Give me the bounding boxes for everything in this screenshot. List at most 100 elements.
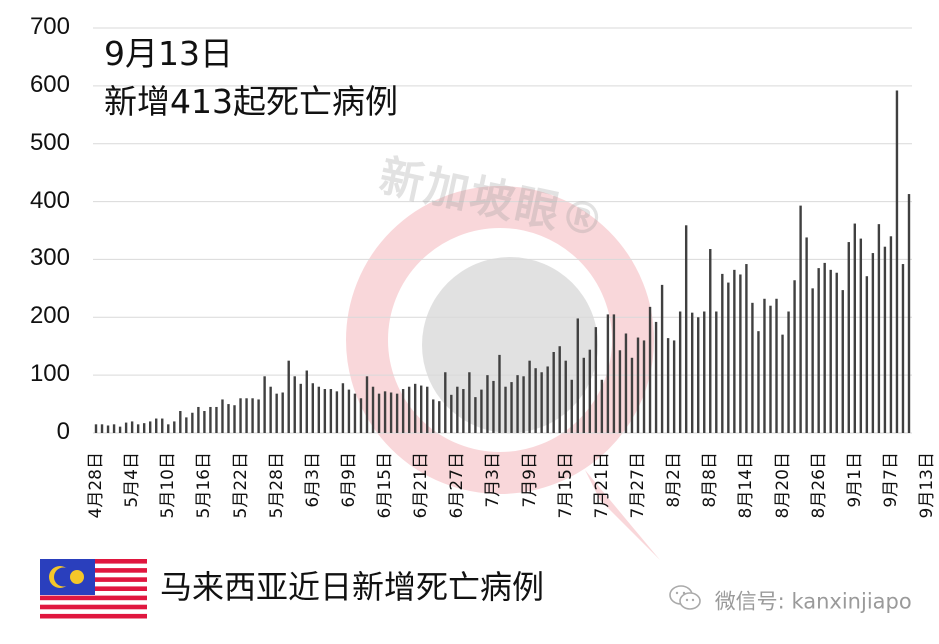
wechat-footer: 微信号: kanxinjiapo bbox=[668, 584, 912, 617]
bar bbox=[191, 412, 194, 433]
bar bbox=[245, 398, 248, 433]
bar bbox=[450, 394, 453, 433]
x-tick-label: 8月26日 bbox=[808, 452, 829, 519]
chart-title-summary: 新增413起死亡病例 bbox=[104, 82, 398, 121]
bar bbox=[853, 223, 856, 433]
bar bbox=[624, 333, 628, 433]
x-tick-label: 9月7日 bbox=[880, 452, 901, 508]
y-tick-label: 300 bbox=[29, 244, 70, 272]
bar bbox=[528, 360, 531, 433]
x-tick-label: 7月21日 bbox=[591, 452, 612, 519]
bar bbox=[486, 375, 489, 433]
bar bbox=[401, 389, 405, 433]
bar bbox=[142, 423, 146, 433]
bar bbox=[130, 421, 134, 433]
bar bbox=[684, 225, 688, 433]
bar bbox=[618, 350, 622, 433]
bar bbox=[155, 418, 158, 433]
bar bbox=[136, 424, 140, 433]
bar bbox=[510, 382, 513, 433]
bar bbox=[522, 376, 525, 433]
bar bbox=[468, 372, 471, 433]
bar-series bbox=[94, 90, 911, 433]
y-tick-label: 500 bbox=[29, 128, 70, 156]
x-tick-label: 5月16日 bbox=[194, 452, 215, 519]
bar bbox=[570, 379, 573, 433]
bar bbox=[709, 249, 712, 433]
bar bbox=[715, 311, 718, 433]
bar bbox=[811, 288, 814, 433]
x-tick-label: 5月4日 bbox=[122, 452, 143, 508]
bar bbox=[516, 375, 519, 433]
bar bbox=[787, 311, 790, 433]
bar bbox=[365, 376, 369, 433]
bar bbox=[847, 242, 850, 433]
bar bbox=[269, 386, 272, 433]
bar bbox=[817, 268, 820, 433]
bar bbox=[311, 383, 314, 433]
bar bbox=[606, 314, 610, 433]
bar bbox=[721, 273, 724, 433]
x-tick-label: 5月10日 bbox=[158, 452, 179, 519]
x-tick-label: 6月15日 bbox=[375, 452, 396, 519]
bar bbox=[233, 405, 236, 433]
bar bbox=[371, 386, 375, 433]
bar bbox=[281, 392, 284, 433]
bar bbox=[877, 224, 881, 433]
bar bbox=[751, 302, 754, 433]
bar bbox=[347, 389, 351, 433]
bar bbox=[588, 349, 592, 433]
bar bbox=[492, 380, 495, 433]
bar bbox=[100, 424, 104, 433]
bar bbox=[444, 372, 447, 433]
y-tick-label: 100 bbox=[29, 360, 70, 388]
bar bbox=[438, 401, 441, 433]
bar bbox=[94, 424, 98, 433]
bar bbox=[227, 404, 230, 433]
bar bbox=[413, 383, 417, 433]
bar bbox=[697, 317, 700, 433]
bar bbox=[781, 334, 784, 433]
bar bbox=[534, 368, 537, 433]
chart-title-date: 9月13日 bbox=[104, 34, 233, 73]
bar bbox=[582, 357, 585, 433]
bar bbox=[672, 340, 676, 433]
bar bbox=[612, 314, 616, 433]
bar bbox=[293, 376, 296, 433]
bar bbox=[299, 383, 302, 433]
bar bbox=[648, 306, 652, 433]
bar bbox=[829, 269, 832, 433]
bar bbox=[745, 264, 748, 433]
bar bbox=[630, 357, 634, 433]
x-tick-label: 5月28日 bbox=[266, 452, 287, 519]
bar bbox=[883, 246, 887, 433]
bar bbox=[118, 426, 122, 433]
bar bbox=[215, 406, 218, 433]
bar bbox=[703, 311, 706, 433]
bar bbox=[341, 383, 345, 433]
bar bbox=[642, 340, 646, 433]
bar bbox=[733, 269, 736, 433]
bar bbox=[691, 312, 694, 433]
bar bbox=[678, 311, 682, 433]
x-tick-label: 5月22日 bbox=[230, 452, 251, 519]
bar bbox=[257, 399, 260, 433]
bar bbox=[209, 406, 212, 433]
bar bbox=[739, 274, 742, 433]
x-tick-label: 6月3日 bbox=[302, 452, 323, 508]
bar bbox=[564, 360, 567, 433]
y-tick-label: 200 bbox=[29, 302, 70, 330]
x-tick-label: 6月9日 bbox=[338, 452, 359, 508]
bar bbox=[841, 290, 844, 433]
x-tick-label: 7月3日 bbox=[483, 452, 504, 508]
bar bbox=[757, 331, 760, 433]
x-tick-label: 8月2日 bbox=[664, 452, 685, 508]
bar bbox=[552, 352, 555, 433]
bar bbox=[594, 327, 598, 433]
bar bbox=[221, 399, 224, 433]
bar bbox=[359, 398, 363, 433]
bar bbox=[636, 337, 640, 433]
bar bbox=[407, 386, 411, 433]
bar bbox=[504, 386, 507, 433]
x-tick-label: 8月8日 bbox=[700, 452, 721, 508]
